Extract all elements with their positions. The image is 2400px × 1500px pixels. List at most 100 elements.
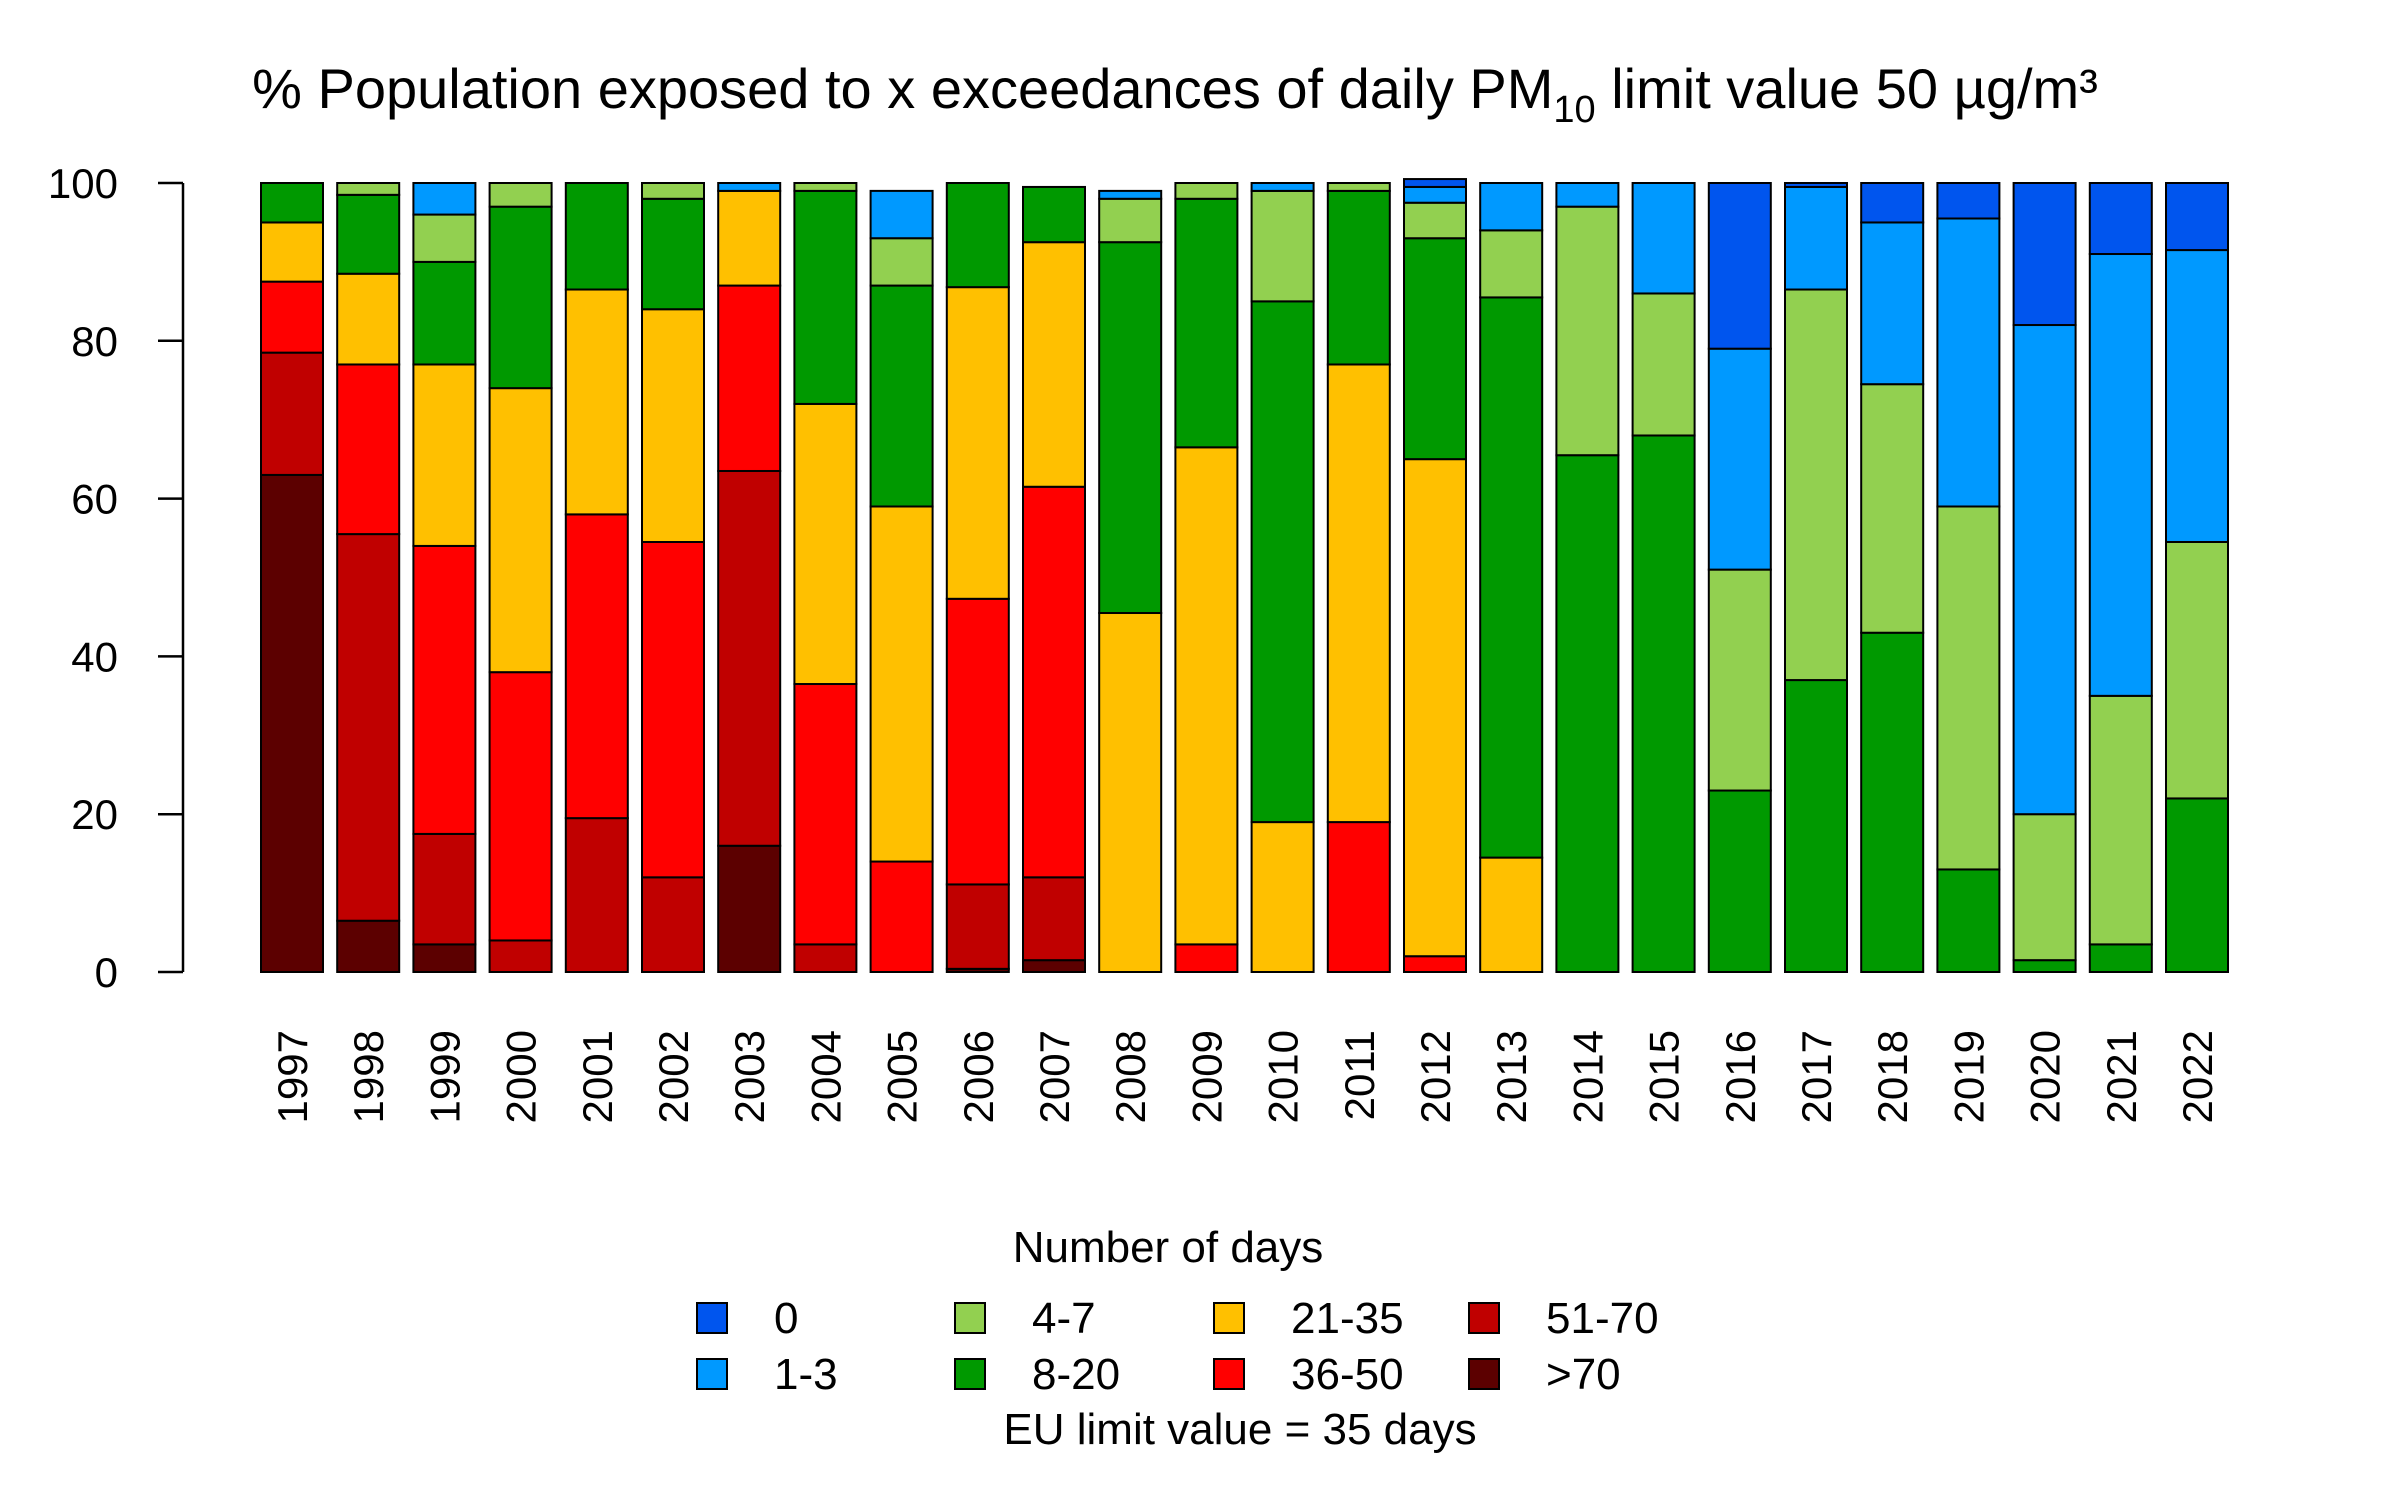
y-tick-label: 60 xyxy=(71,476,118,523)
bar-segment xyxy=(1326,189,1391,366)
x-tick-label: 2013 xyxy=(1488,1030,1535,1123)
bar-segment xyxy=(1250,300,1315,824)
bar-segment xyxy=(1936,868,2001,973)
bar-segment xyxy=(1022,241,1086,488)
legend-item: 21-35 xyxy=(1213,1294,1404,1343)
bar-segment xyxy=(869,505,934,863)
x-tick-label: 2012 xyxy=(1412,1030,1459,1123)
bar-segment xyxy=(1326,821,1391,974)
bar-segment xyxy=(641,540,705,879)
bar-segment xyxy=(1174,197,1239,449)
bar-segment xyxy=(869,189,934,240)
bar-segment xyxy=(412,182,477,216)
bar-segment xyxy=(1022,959,1086,973)
x-tick-label: 2010 xyxy=(1260,1030,1307,1123)
bar-segment xyxy=(641,876,705,974)
bar-segment xyxy=(412,213,477,263)
bar-segment xyxy=(564,513,629,820)
bar-segment xyxy=(945,883,1010,970)
y-tick-label: 100 xyxy=(48,160,118,207)
x-tick-label: 2019 xyxy=(1945,1030,1992,1123)
chart-title-subscript: 10 xyxy=(1553,89,1595,131)
bar-segment xyxy=(336,919,401,974)
x-tick-label: 2018 xyxy=(1869,1030,1916,1123)
bar-segment xyxy=(488,182,553,208)
x-tick-label: 2021 xyxy=(2098,1030,2145,1123)
bar-segment xyxy=(1555,182,1620,208)
bar-segment xyxy=(1936,217,2001,508)
bar-segment xyxy=(1022,185,1086,244)
bar-segment xyxy=(1784,182,1848,188)
legend-item: >70 xyxy=(1468,1350,1621,1399)
bar-segment xyxy=(793,189,858,405)
bar-segment xyxy=(945,597,1010,886)
x-tick-label: 1998 xyxy=(345,1030,392,1123)
x-tick-label: 2008 xyxy=(1107,1030,1154,1123)
bar-segment xyxy=(412,260,477,366)
bar-segment xyxy=(793,402,858,686)
legend: Number of days 0 1-3 4-7 8-20 21-35 36-50 51-7… xyxy=(696,1223,1659,1454)
legend-label: 36-50 xyxy=(1291,1350,1404,1399)
bar-segment xyxy=(1631,182,1696,295)
bar-segment xyxy=(260,182,324,224)
legend-label: 4-7 xyxy=(1032,1294,1096,1343)
bar-segment xyxy=(1784,288,1848,682)
bar-segment xyxy=(717,189,782,287)
bar-segment xyxy=(793,182,858,192)
bar-segment xyxy=(336,182,401,196)
bar-segment xyxy=(260,280,324,354)
bar-segment xyxy=(2165,182,2229,252)
bar-segment xyxy=(1479,856,1544,973)
bar-segment xyxy=(564,182,629,291)
bar-segment xyxy=(1174,182,1239,200)
legend-swatch xyxy=(696,1358,728,1390)
x-tick-label: 2011 xyxy=(1336,1030,1383,1120)
legend-item: 8-20 xyxy=(954,1350,1120,1399)
y-tick-label: 0 xyxy=(95,949,118,996)
bar-segment xyxy=(412,943,477,974)
bar-segment xyxy=(2012,959,2077,973)
x-tick-label: 2014 xyxy=(1564,1030,1611,1123)
bar-segment xyxy=(1098,189,1163,200)
bar-segment xyxy=(2165,540,2229,800)
bar-segment xyxy=(717,844,782,974)
legend-label: >70 xyxy=(1546,1350,1621,1399)
bar-segment xyxy=(869,237,934,287)
bar-segment xyxy=(1403,955,1467,973)
bar-segment xyxy=(1707,347,1772,571)
legend-item: 4-7 xyxy=(954,1294,1096,1343)
bar-segment xyxy=(869,284,934,508)
legend-item: 36-50 xyxy=(1213,1350,1404,1399)
legend-swatch xyxy=(1468,1302,1500,1334)
bar-segment xyxy=(1784,679,1848,973)
x-tick-label: 2017 xyxy=(1793,1030,1840,1123)
bar-segment xyxy=(564,817,629,974)
chart-title-prefix: % Population exposed to x exceedances of… xyxy=(252,57,1553,120)
bar-segment xyxy=(336,193,401,275)
legend-swatch xyxy=(1468,1358,1500,1390)
bar-segment xyxy=(1555,454,1620,973)
bar-segment xyxy=(1860,383,1925,634)
y-axis: 0 20 40 60 80 100 xyxy=(48,160,185,996)
legend-label: 51-70 xyxy=(1546,1294,1659,1343)
bar-segment xyxy=(336,533,401,922)
x-tick-label: 2016 xyxy=(1717,1030,1764,1123)
bar-segment xyxy=(641,182,705,200)
x-axis-tick-labels: 1997 1998 1999 2000 2001 2002 2003 2004 2005 2006… xyxy=(269,1030,2221,1123)
bar-segment xyxy=(1326,363,1391,824)
bar-segment xyxy=(336,272,401,366)
bar-segment xyxy=(1555,205,1620,457)
bar-segment xyxy=(2088,182,2153,256)
bar-segment xyxy=(1174,446,1239,946)
bar-segment xyxy=(1250,182,1315,192)
bar-segment xyxy=(412,363,477,547)
bar-segment xyxy=(945,286,1010,600)
bar-segment xyxy=(488,671,553,942)
legend-swatch xyxy=(954,1358,986,1390)
legend-swatch xyxy=(954,1302,986,1334)
x-tick-label: 2007 xyxy=(1031,1030,1078,1123)
x-tick-label: 2005 xyxy=(879,1030,926,1123)
bar-segment xyxy=(1479,229,1544,299)
